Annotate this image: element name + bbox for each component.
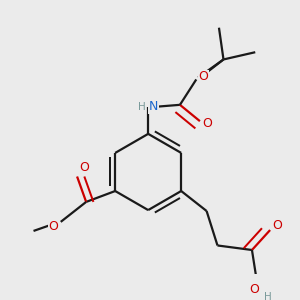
Text: H: H	[263, 292, 271, 300]
Text: O: O	[250, 284, 260, 296]
Text: O: O	[272, 219, 282, 232]
Text: O: O	[80, 161, 89, 174]
Text: N: N	[149, 100, 158, 113]
Text: O: O	[199, 70, 208, 83]
Text: H: H	[138, 102, 146, 112]
Text: O: O	[202, 117, 212, 130]
Text: O: O	[49, 220, 58, 233]
